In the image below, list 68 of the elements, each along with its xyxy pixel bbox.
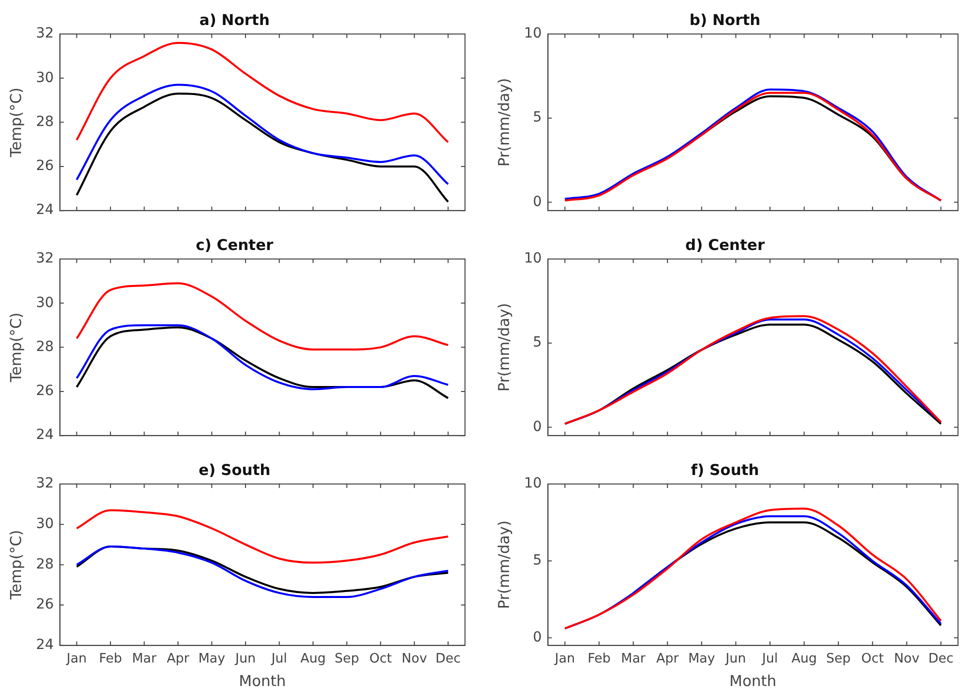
chart-title: b) North xyxy=(690,10,760,29)
y-tick-label: 5 xyxy=(532,334,542,351)
y-axis-title: Temp(°C) xyxy=(6,87,25,158)
y-tick-label: 26 xyxy=(36,383,54,400)
x-tick-label: Aug xyxy=(791,652,817,667)
x-tick-label: Jun xyxy=(724,652,746,667)
chart-title: a) North xyxy=(199,10,270,29)
line-series xyxy=(76,282,450,351)
line-series xyxy=(76,84,450,186)
x-tick-label: Nov xyxy=(894,652,920,667)
y-tick-label: 28 xyxy=(36,114,54,130)
y-axis-title: Pr(mm/day) xyxy=(494,303,513,392)
x-tick-label: Mar xyxy=(132,652,158,667)
y-axis-title: Pr(mm/day) xyxy=(494,520,513,609)
x-tick-label: May xyxy=(198,652,226,667)
x-tick-label: Jan xyxy=(554,652,575,667)
y-tick-label: 28 xyxy=(36,556,54,572)
y-tick-label: 0 xyxy=(532,194,542,210)
x-tick-label: Feb xyxy=(98,652,122,667)
line-series xyxy=(76,92,450,203)
y-tick-label: 32 xyxy=(36,250,54,267)
y-tick-label: 26 xyxy=(36,596,54,613)
chart-title: d) Center xyxy=(685,236,766,254)
x-tick-label: Oct xyxy=(861,652,884,667)
y-tick-label: 30 xyxy=(36,294,54,311)
y-tick-label: 30 xyxy=(36,516,54,532)
line-series xyxy=(76,42,450,144)
chart-title: f) South xyxy=(690,460,760,479)
y-tick-label: 24 xyxy=(36,427,54,444)
x-tick-label: May xyxy=(688,652,716,667)
y-tick-label: 5 xyxy=(532,552,542,568)
x-tick-label: Sep xyxy=(826,652,851,667)
chart-title: c) Center xyxy=(196,236,274,254)
x-axis-title: Month xyxy=(729,672,776,690)
y-axis-title: Temp(°C) xyxy=(6,530,25,601)
x-tick-label: Jun xyxy=(234,652,256,667)
y-axis-title: Temp(°C) xyxy=(6,312,25,384)
x-tick-label: Apr xyxy=(166,652,190,667)
x-tick-label: Aug xyxy=(300,652,326,667)
x-tick-label: Oct xyxy=(369,652,392,667)
x-tick-label: Jan xyxy=(66,652,87,667)
x-tick-label: Sep xyxy=(334,652,360,667)
y-tick-label: 10 xyxy=(524,476,542,492)
y-tick-label: 30 xyxy=(36,70,54,86)
y-tick-label: 26 xyxy=(36,158,54,174)
y-tick-label: 24 xyxy=(36,637,54,654)
line-series xyxy=(632,521,942,626)
y-tick-label: 0 xyxy=(532,418,542,435)
x-tick-label: Jul xyxy=(761,652,778,667)
chart-title: e) South xyxy=(198,460,270,479)
line-series xyxy=(76,509,450,564)
y-tick-label: 5 xyxy=(532,110,542,126)
x-tick-label: Nov xyxy=(402,652,428,667)
y-tick-label: 0 xyxy=(532,629,542,646)
x-tick-label: Feb xyxy=(588,652,611,667)
x-tick-label: Dec xyxy=(928,652,954,667)
x-tick-label: Dec xyxy=(436,652,461,667)
y-tick-label: 32 xyxy=(36,476,54,492)
y-tick-label: 24 xyxy=(36,202,54,218)
y-tick-label: 32 xyxy=(36,26,54,42)
y-tick-label: 28 xyxy=(36,338,54,355)
x-tick-label: Apr xyxy=(656,652,680,667)
y-axis-title: Pr(mm/day) xyxy=(494,78,513,167)
x-axis-title: Month xyxy=(238,672,286,690)
x-tick-label: Jul xyxy=(270,652,288,667)
y-tick-label: 10 xyxy=(524,250,542,267)
x-tick-label: Mar xyxy=(621,652,646,667)
y-tick-label: 10 xyxy=(524,26,542,42)
